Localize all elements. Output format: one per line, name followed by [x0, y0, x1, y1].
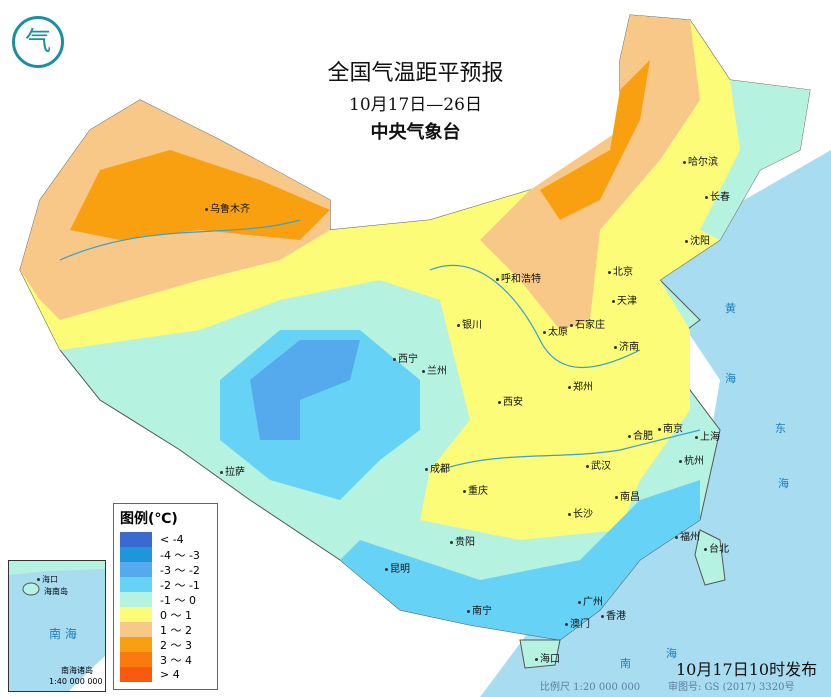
legend-swatch [120, 622, 152, 637]
city-label: 重庆 [463, 482, 488, 497]
city-label: 杭州 [679, 452, 704, 467]
publish-time: 10月17日10时发布 [676, 660, 818, 679]
region-2-3-west [70, 150, 330, 240]
legend-swatch [120, 652, 152, 667]
legend-label: 3 ～ 4 [160, 653, 192, 667]
city-label: 长春 [705, 188, 730, 203]
city-label: 昆明 [385, 560, 410, 575]
city-label: 南昌 [615, 488, 640, 503]
legend-label: -2 ～ -1 [160, 578, 200, 592]
legend-swatch [120, 577, 152, 592]
sea-label: 海 [666, 647, 677, 660]
legend-item: > 4 [120, 667, 217, 682]
city-label: 上海 [695, 428, 720, 443]
legend-label: 1 ～ 2 [160, 623, 192, 637]
city-label: 香港 [601, 607, 626, 622]
sea-label: 黄 [725, 302, 736, 315]
legend-item: 2 ～ 3 [120, 637, 217, 652]
map-scale: 比例尺 1:20 000 000 [540, 682, 641, 693]
city-label: 武汉 [586, 457, 611, 472]
map-title: 全国气温距平预报 [327, 61, 504, 86]
legend-swatch [120, 562, 152, 577]
city-label: 贵阳 [450, 533, 475, 548]
region-m2-m1-south [340, 480, 700, 640]
city-label: 西宁 [393, 350, 418, 365]
legend-label: -1 ～ 0 [160, 593, 196, 607]
city-label: 南京 [658, 420, 683, 435]
legend-swatch [120, 667, 152, 682]
city-label: 北京 [608, 263, 633, 278]
sea-area [480, 150, 831, 697]
legend-item: -3 ～ -2 [120, 562, 217, 577]
city-label: 广州 [578, 593, 603, 608]
legend-label: < -4 [160, 533, 184, 546]
legend-swatch [120, 592, 152, 607]
legend-item: 1 ～ 2 [120, 622, 217, 637]
approval-number: 审图号: GS (2017) 3320号 [668, 682, 795, 693]
city-label: 南宁 [467, 602, 492, 617]
city-label: 西安 [498, 393, 523, 408]
city-label: 呼和浩特 [496, 270, 541, 285]
sea-label: 海 [778, 477, 789, 490]
city-label: 沈阳 [685, 232, 710, 247]
sea-label: 东 [775, 422, 786, 435]
inset-label: 南海诸岛 [61, 666, 93, 675]
inset-scale: 1:40 000 000 [49, 677, 103, 686]
city-label: 银川 [457, 316, 482, 331]
sea-label: 南 [620, 657, 631, 670]
city-label: 成都 [425, 460, 450, 475]
inset-label: 海南岛 [44, 587, 68, 596]
city-label: 天津 [612, 292, 637, 307]
legend-label: 0 ～ 1 [160, 608, 192, 622]
legend-label: -3 ～ -2 [160, 563, 200, 577]
legend-label: 2 ～ 3 [160, 638, 192, 652]
city-label: 澳门 [565, 615, 590, 630]
legend-item: -4 ～ -3 [120, 547, 217, 562]
legend-title: 图例(℃) [120, 511, 178, 527]
city-label: 哈尔滨 [683, 153, 718, 168]
map-period: 10月17日—26日 [349, 95, 482, 115]
city-label: 石家庄 [570, 316, 605, 331]
cma-logo-icon: 气 [12, 16, 64, 68]
legend-swatch [120, 637, 152, 652]
legend-item: 3 ～ 4 [120, 652, 217, 667]
city-label: 太原 [543, 323, 568, 338]
legend-label: -4 ～ -3 [160, 548, 200, 562]
city-label: 福州 [675, 528, 700, 543]
city-label: 长沙 [568, 505, 593, 520]
city-label: 郑州 [568, 378, 593, 393]
rivers [59, 219, 701, 471]
region-m3-m2 [250, 340, 360, 440]
legend-item: -2 ～ -1 [120, 577, 217, 592]
legend-item: < -4 [120, 532, 217, 547]
city-label: 兰州 [422, 362, 447, 377]
city-label: 台北 [704, 540, 729, 555]
city-label: 拉萨 [220, 463, 245, 478]
inset-label: 海口 [37, 574, 58, 585]
legend-swatch [120, 547, 152, 562]
south-china-sea-inset: 海口 海南岛 南 海 南海诸岛 1:40 000 000 [8, 560, 106, 692]
legend-item: 0 ～ 1 [120, 607, 217, 622]
region-2-3-north [540, 60, 650, 220]
legend-item: -1 ～ 0 [120, 592, 217, 607]
city-label: 合肥 [628, 427, 653, 442]
city-label: 乌鲁木齐 [205, 200, 250, 215]
map-agency: 中央气象台 [370, 122, 461, 143]
sea-label: 海 [725, 372, 736, 385]
legend-label: > 4 [160, 668, 180, 681]
city-label: 济南 [614, 338, 639, 353]
legend-swatch [120, 607, 152, 622]
city-label: 海口 [535, 650, 560, 665]
inset-sea-label: 南 海 [49, 627, 77, 641]
legend-swatch [120, 532, 152, 547]
